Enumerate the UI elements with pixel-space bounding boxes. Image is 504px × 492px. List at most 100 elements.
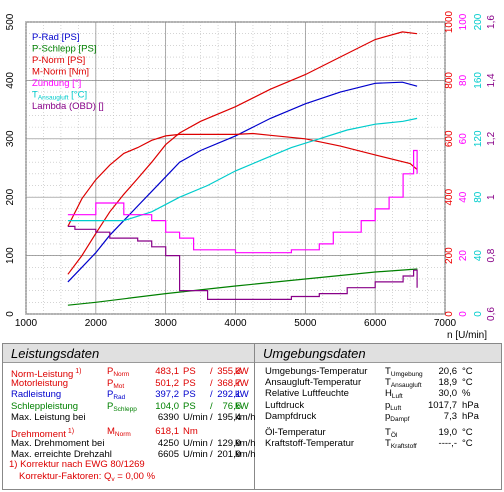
right-axis-ign-tick: 80	[458, 74, 469, 86]
x-tick-label: 4000	[224, 318, 247, 329]
row-slash: /	[210, 437, 213, 449]
env-unit: hPa	[462, 410, 479, 422]
factor-label: Korrektur-Faktoren: Q	[19, 471, 112, 482]
series-line	[67, 149, 418, 254]
right-axis-temp-tick: 80	[473, 191, 484, 203]
row-note: 1)	[73, 368, 82, 375]
right-axis-temp-tick: 40	[473, 250, 484, 262]
env-symbol: TÖl	[385, 427, 398, 439]
right-axis-ign-tick: 20	[458, 250, 469, 262]
row-unit2: kW	[235, 389, 249, 400]
left-header: Leistungsdaten	[3, 344, 254, 363]
row-label: Max. erreichte Drehzahl	[11, 449, 112, 460]
right-axis-nm-tick: 600	[444, 130, 455, 147]
row-unit2: km/h	[235, 412, 256, 423]
right-axis-ign-tick: 100	[458, 13, 469, 30]
legend-entry: Zündung [°]	[32, 78, 81, 89]
row-label: Max. Drehmoment bei	[11, 437, 105, 449]
env-unit: °C	[462, 438, 473, 450]
x-tick-label: 7000	[434, 318, 457, 329]
row-value1: 483,1	[155, 366, 179, 377]
row-slash: /	[210, 377, 213, 389]
row-label: Schleppleistung	[11, 400, 79, 412]
row-value1: 4250	[157, 437, 179, 449]
row-slash: /	[210, 366, 213, 377]
legend-entry: Lambda (OBD) []	[32, 101, 104, 112]
row-symbol: PSchlepp	[107, 400, 137, 413]
right-header: Umgebungsdaten	[255, 344, 501, 363]
panel-separator	[254, 344, 255, 489]
row-unit1: U/min	[183, 412, 208, 423]
env-value: 20,6	[438, 366, 458, 377]
row-unit1: U/min	[183, 437, 208, 449]
row-value2: 76,5	[222, 400, 242, 412]
right-axis-ign-tick: 0	[458, 311, 469, 317]
x-tick-label: 2000	[85, 318, 108, 329]
right-axis-lambda-tick: 0,6	[486, 307, 497, 321]
row-unit1: Nm	[183, 426, 198, 437]
right-axis-lambda-tick: 1,2	[486, 131, 497, 145]
env-unit: °C	[462, 377, 473, 389]
y-tick-label: 400	[5, 72, 16, 89]
factor-value: = 0,00 %	[117, 471, 156, 482]
footnote-correction: 1) Korrektur nach EWG 80/1269	[9, 459, 145, 470]
env-symbol: TAnsaugluft	[385, 377, 422, 390]
row-label: Motorleistung	[11, 377, 69, 389]
row-value2: 195,4	[217, 412, 241, 423]
env-label: Ansaugluft-Temperatur	[265, 377, 362, 389]
row-label: Radleistung	[11, 389, 62, 400]
right-axis-temp-tick: 160	[473, 72, 484, 89]
row-slash: /	[210, 449, 213, 460]
legend-entry: TAnsaugluft [°C]	[32, 90, 87, 102]
right-axis-nm-tick: 800	[444, 72, 455, 89]
row-value2: 355,3	[217, 366, 241, 377]
row-value1: 397,2	[155, 389, 179, 400]
row-symbol-sub: Rad	[113, 394, 126, 401]
row-value1: 6390	[157, 412, 179, 423]
env-symbol-sub: Luft	[391, 393, 403, 401]
row-symbol-sub: Norm	[114, 431, 131, 438]
row-unit2: kW	[235, 400, 249, 412]
env-value: 30,0	[438, 388, 458, 400]
series-line	[67, 132, 418, 227]
factor-sub: v	[111, 476, 115, 483]
env-label: Öl-Temperatur	[265, 427, 326, 438]
row-unit2: kW	[235, 377, 249, 389]
env-symbol: TKraftstoff	[385, 438, 417, 451]
row-unit1: U/min	[183, 449, 208, 460]
row-symbol: PRad	[107, 389, 126, 401]
x-tick-label: 3000	[155, 318, 178, 329]
row-symbol: PNorm	[107, 366, 130, 378]
row-slash: /	[210, 412, 213, 423]
row-slash: /	[210, 389, 213, 400]
footnote-factors: Korrektur-Faktoren: Qv = 0,00 %	[19, 471, 155, 484]
right-axis-ign-tick: 40	[458, 191, 469, 203]
row-unit2: km/h	[235, 437, 256, 449]
right-axis-temp-tick: 120	[473, 130, 484, 147]
env-value: 7,3	[443, 410, 457, 422]
env-unit: °C	[462, 427, 473, 438]
right-axis-lambda-tick: 1,6	[486, 15, 497, 29]
row-note: 1)	[65, 428, 75, 435]
env-symbol-sub: Öl	[390, 432, 398, 439]
legend-entry: M-Norm [Nm]	[32, 67, 89, 78]
env-label: Relative Luftfeuchte	[265, 388, 349, 400]
env-label: Umgebungs-Temperatur	[265, 366, 368, 377]
env-label: Kraftstoff-Temperatur	[265, 438, 355, 450]
y-tick-label: 200	[5, 188, 16, 205]
env-symbol-sub: Kraftstoff	[390, 443, 417, 451]
x-tick-label: 5000	[294, 318, 317, 329]
series-line	[67, 268, 418, 306]
legend-entry: P-Schlepp [PS]	[32, 44, 96, 55]
x-axis-label: n [U/min]	[447, 330, 487, 341]
env-symbol-sub: Ansaugluft	[390, 382, 422, 390]
env-symbol: pLuft	[385, 399, 402, 412]
env-unit: %	[462, 388, 471, 400]
series-line	[67, 31, 418, 275]
row-slash: /	[210, 400, 213, 412]
row-value1: 501,2	[155, 377, 179, 389]
env-value: 1017,7	[427, 399, 457, 411]
env-label: Dampfdruck	[265, 410, 317, 422]
env-value: 19,0	[438, 427, 458, 438]
